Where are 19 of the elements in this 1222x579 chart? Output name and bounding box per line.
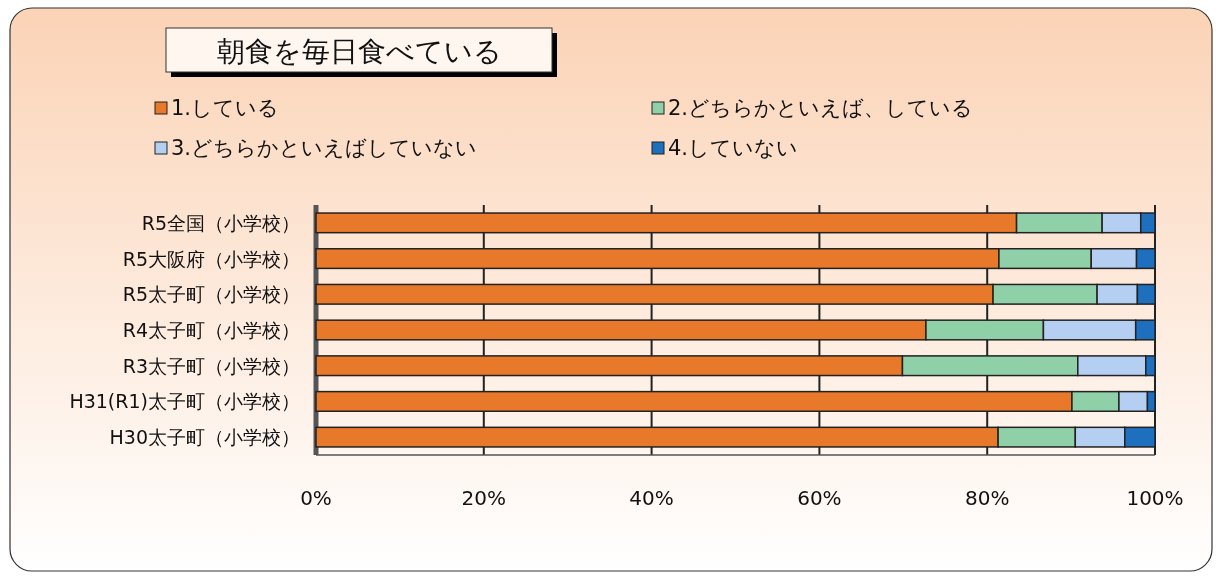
legend-label: 4.していない xyxy=(668,136,799,160)
x-tick-label: 80% xyxy=(964,486,1010,510)
y-tick-label: R5太子町（小学校） xyxy=(122,283,300,306)
x-tick-label: 100% xyxy=(1126,486,1184,510)
y-tick-label: H30太子町（小学校） xyxy=(109,426,300,449)
x-tick-label: 20% xyxy=(461,486,507,510)
x-tick-label: 60% xyxy=(797,486,842,510)
y-tick-label: R5大阪府（小学校） xyxy=(122,247,300,270)
legend-label: 2.どちらかといえば、している xyxy=(668,96,974,120)
legend-label: 3.どちらかといえばしていない xyxy=(171,136,478,160)
y-tick-label: R3太子町（小学校） xyxy=(122,354,300,377)
y-tick-label: R4太子町（小学校） xyxy=(122,319,300,341)
y-tick-label: R5全国（小学校） xyxy=(141,211,300,234)
x-tick-label: 40% xyxy=(629,486,674,510)
chart-title: 朝食を毎日食べている xyxy=(216,35,502,68)
y-tick-label: H31(R1)太子町（小学校） xyxy=(69,390,300,413)
legend-label: 1.している xyxy=(171,96,280,120)
x-tick-label: 0% xyxy=(300,486,332,510)
title: 朝食を毎日食べている xyxy=(165,27,557,77)
